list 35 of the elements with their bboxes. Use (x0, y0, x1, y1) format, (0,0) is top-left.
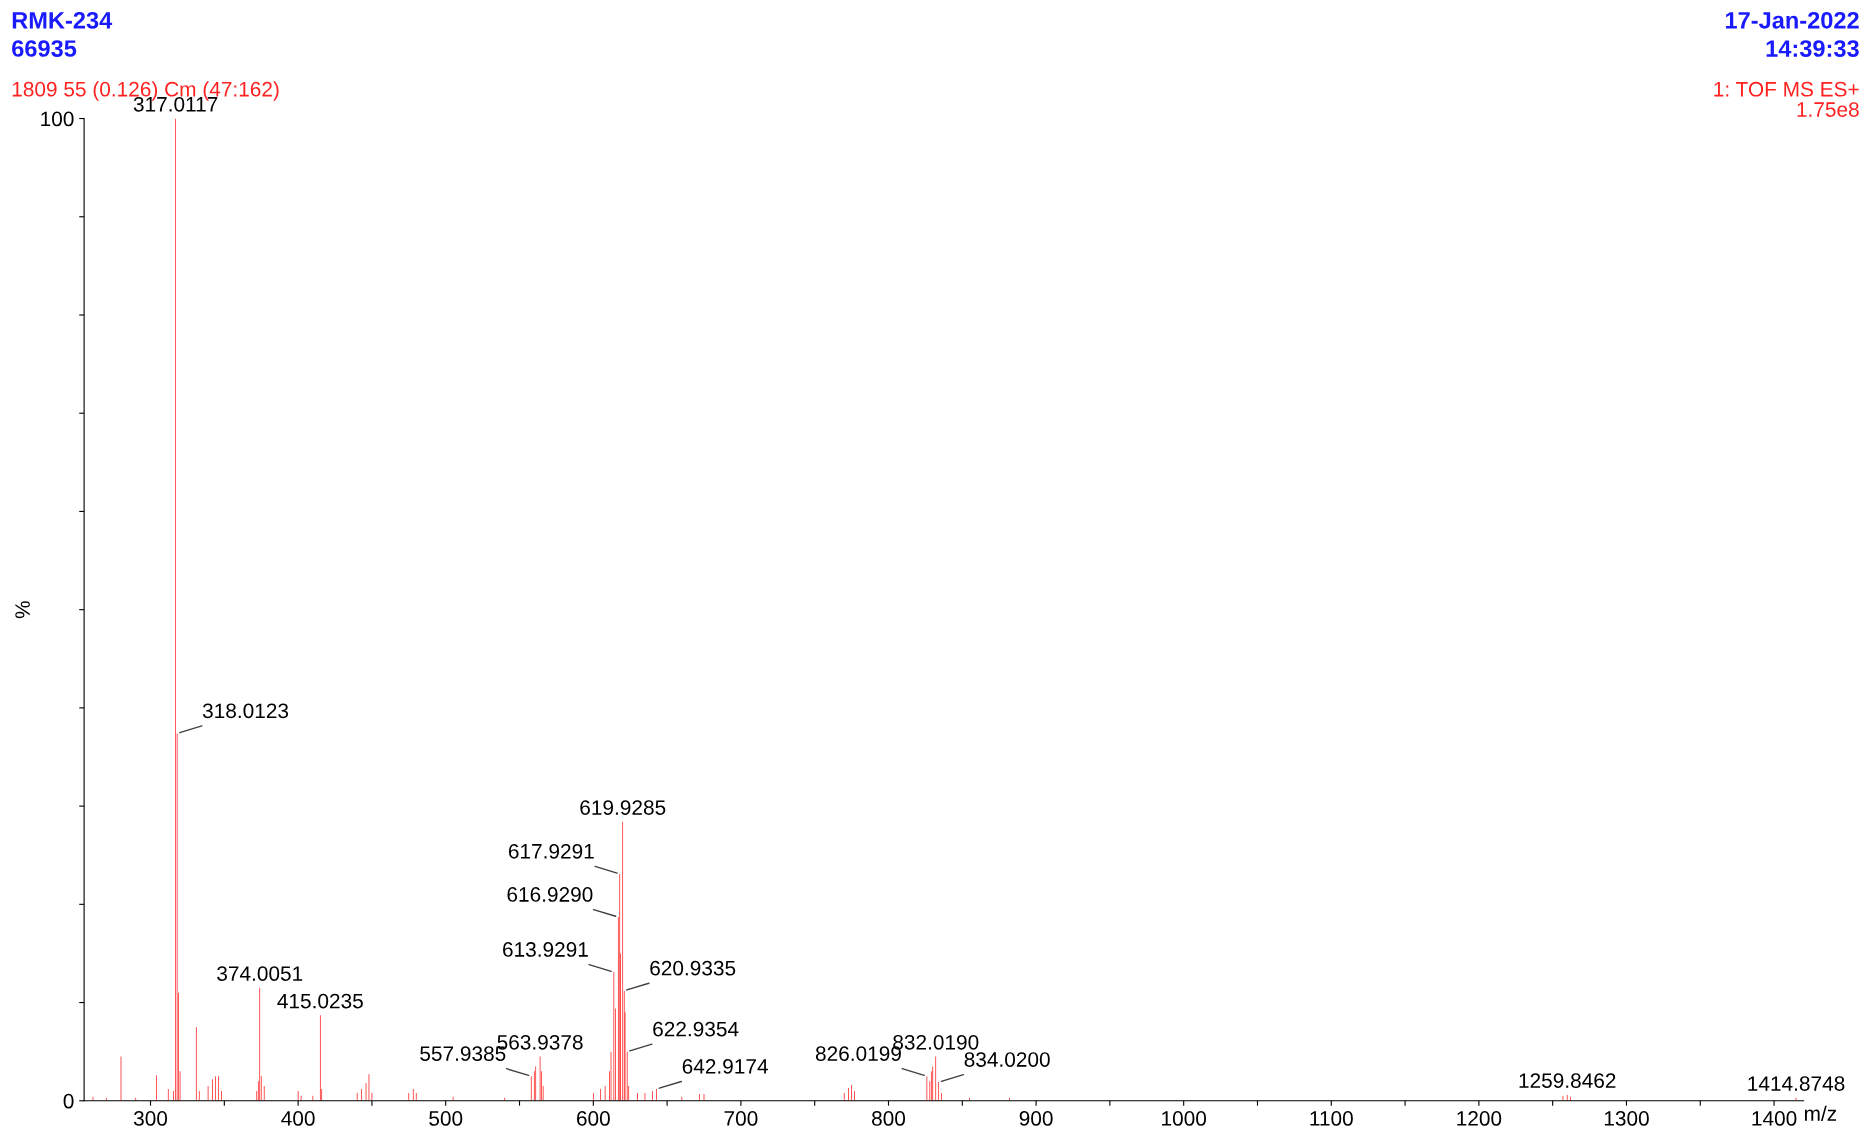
annotation: 617.9291 (508, 843, 594, 859)
x-tick-label: 500 (429, 1111, 463, 1126)
x-tick-label: 1300 (1604, 1111, 1649, 1126)
annotation: 1414.8748 (1748, 1076, 1845, 1091)
annotation: 616.9290 (507, 887, 593, 902)
chart-subtitle: 66935 (12, 40, 77, 57)
annotation: 642.9174 (682, 1059, 768, 1074)
annotation: 1259.8462 (1519, 1073, 1616, 1088)
text: 1.75e8 (1797, 102, 1859, 117)
x-axis-title: m/z (1804, 1105, 1837, 1121)
annotation: 613.9291 (503, 942, 588, 957)
x-tick-label: 900 (1019, 1111, 1053, 1126)
text: 1: TOF MS ES+ (1714, 81, 1859, 97)
x-tick-label: 400 (281, 1111, 315, 1126)
text: 14:39:33 (1766, 40, 1859, 57)
y-tick-label: 100 (41, 111, 74, 127)
annotation: 318.0123 (202, 703, 289, 719)
x-tick-label: 700 (724, 1111, 758, 1126)
annotation: 620.9335 (650, 960, 736, 976)
x-tick-label: 800 (872, 1111, 906, 1126)
y-axis-title: % (15, 601, 30, 619)
x-tick-label: 600 (576, 1111, 610, 1126)
x-tick-label: 1100 (1310, 1111, 1353, 1126)
annotation: 834.0200 (964, 1052, 1050, 1067)
chart-title: RMK-234 (12, 11, 113, 29)
annotation: 619.9285 (580, 800, 666, 815)
annotation: 374.0051 (217, 966, 303, 981)
x-tick-label: 1400 (1752, 1111, 1797, 1126)
x-tick-label: 300 (133, 1111, 168, 1126)
text: 17-Jan-2022 (1725, 11, 1859, 29)
y-tick-label: 0 (63, 1093, 74, 1109)
x-tick-label: 1000 (1162, 1111, 1207, 1126)
annotation: 415.0235 (277, 993, 363, 1009)
annotation: 622.9354 (653, 1021, 739, 1037)
x-tick-label: 1200 (1457, 1111, 1502, 1126)
